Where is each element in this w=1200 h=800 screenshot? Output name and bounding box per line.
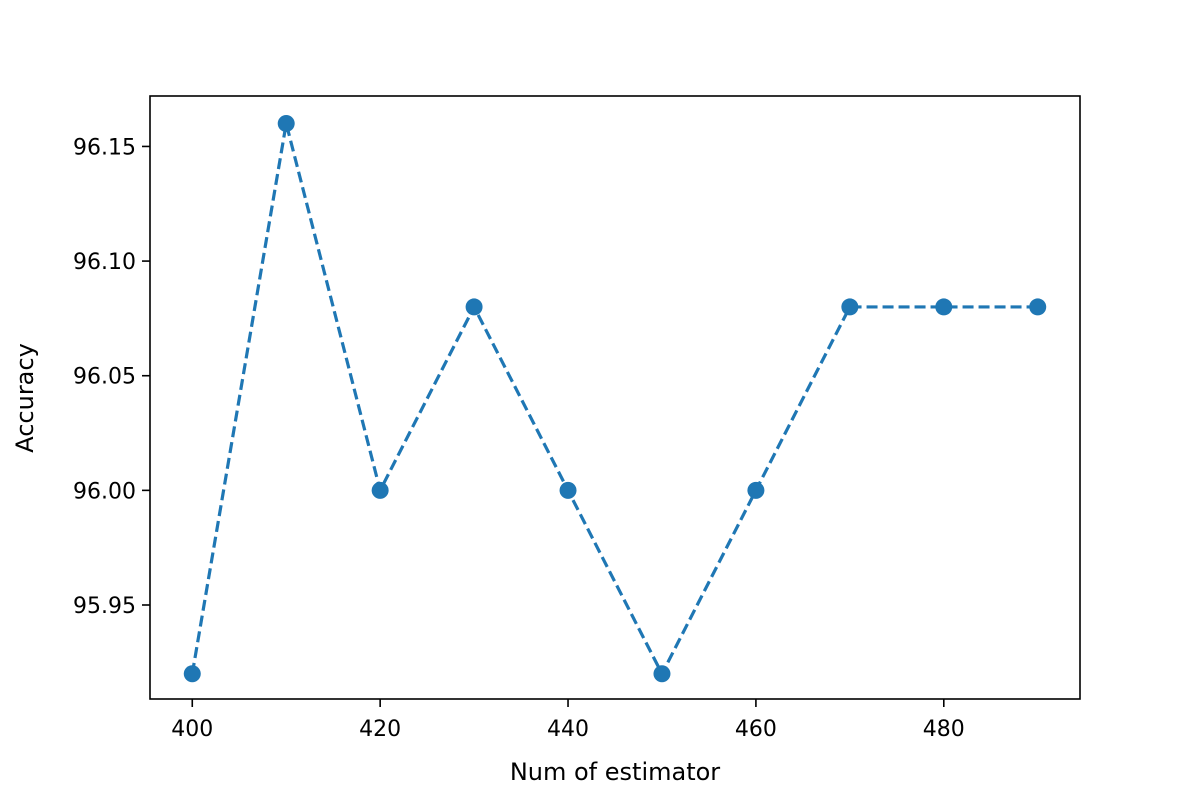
y-tick-label: 96.00 bbox=[73, 479, 136, 504]
y-axis-label: Accuracy bbox=[11, 343, 39, 453]
plot-frame bbox=[149, 95, 1081, 700]
x-tick-label: 480 bbox=[923, 717, 965, 742]
y-tick-label: 96.10 bbox=[73, 250, 136, 275]
data-point bbox=[653, 665, 671, 683]
data-point bbox=[841, 298, 859, 316]
data-point bbox=[277, 115, 295, 133]
y-tick-label: 96.15 bbox=[73, 135, 136, 160]
x-tick-label: 400 bbox=[171, 717, 213, 742]
y-tick-label: 96.05 bbox=[73, 365, 136, 390]
data-point bbox=[559, 481, 577, 499]
x-tick-label: 420 bbox=[359, 717, 401, 742]
series-line bbox=[190, 123, 1038, 678]
data-point bbox=[1029, 298, 1047, 316]
x-tick-label: 440 bbox=[547, 717, 589, 742]
x-axis-label: Num of estimator bbox=[510, 758, 720, 786]
x-tick-label: 460 bbox=[735, 717, 777, 742]
data-point bbox=[183, 665, 201, 683]
data-point bbox=[935, 298, 953, 316]
data-point bbox=[465, 298, 483, 316]
y-tick-label: 95.95 bbox=[73, 594, 136, 619]
data-point bbox=[747, 481, 765, 499]
data-point bbox=[371, 481, 389, 499]
